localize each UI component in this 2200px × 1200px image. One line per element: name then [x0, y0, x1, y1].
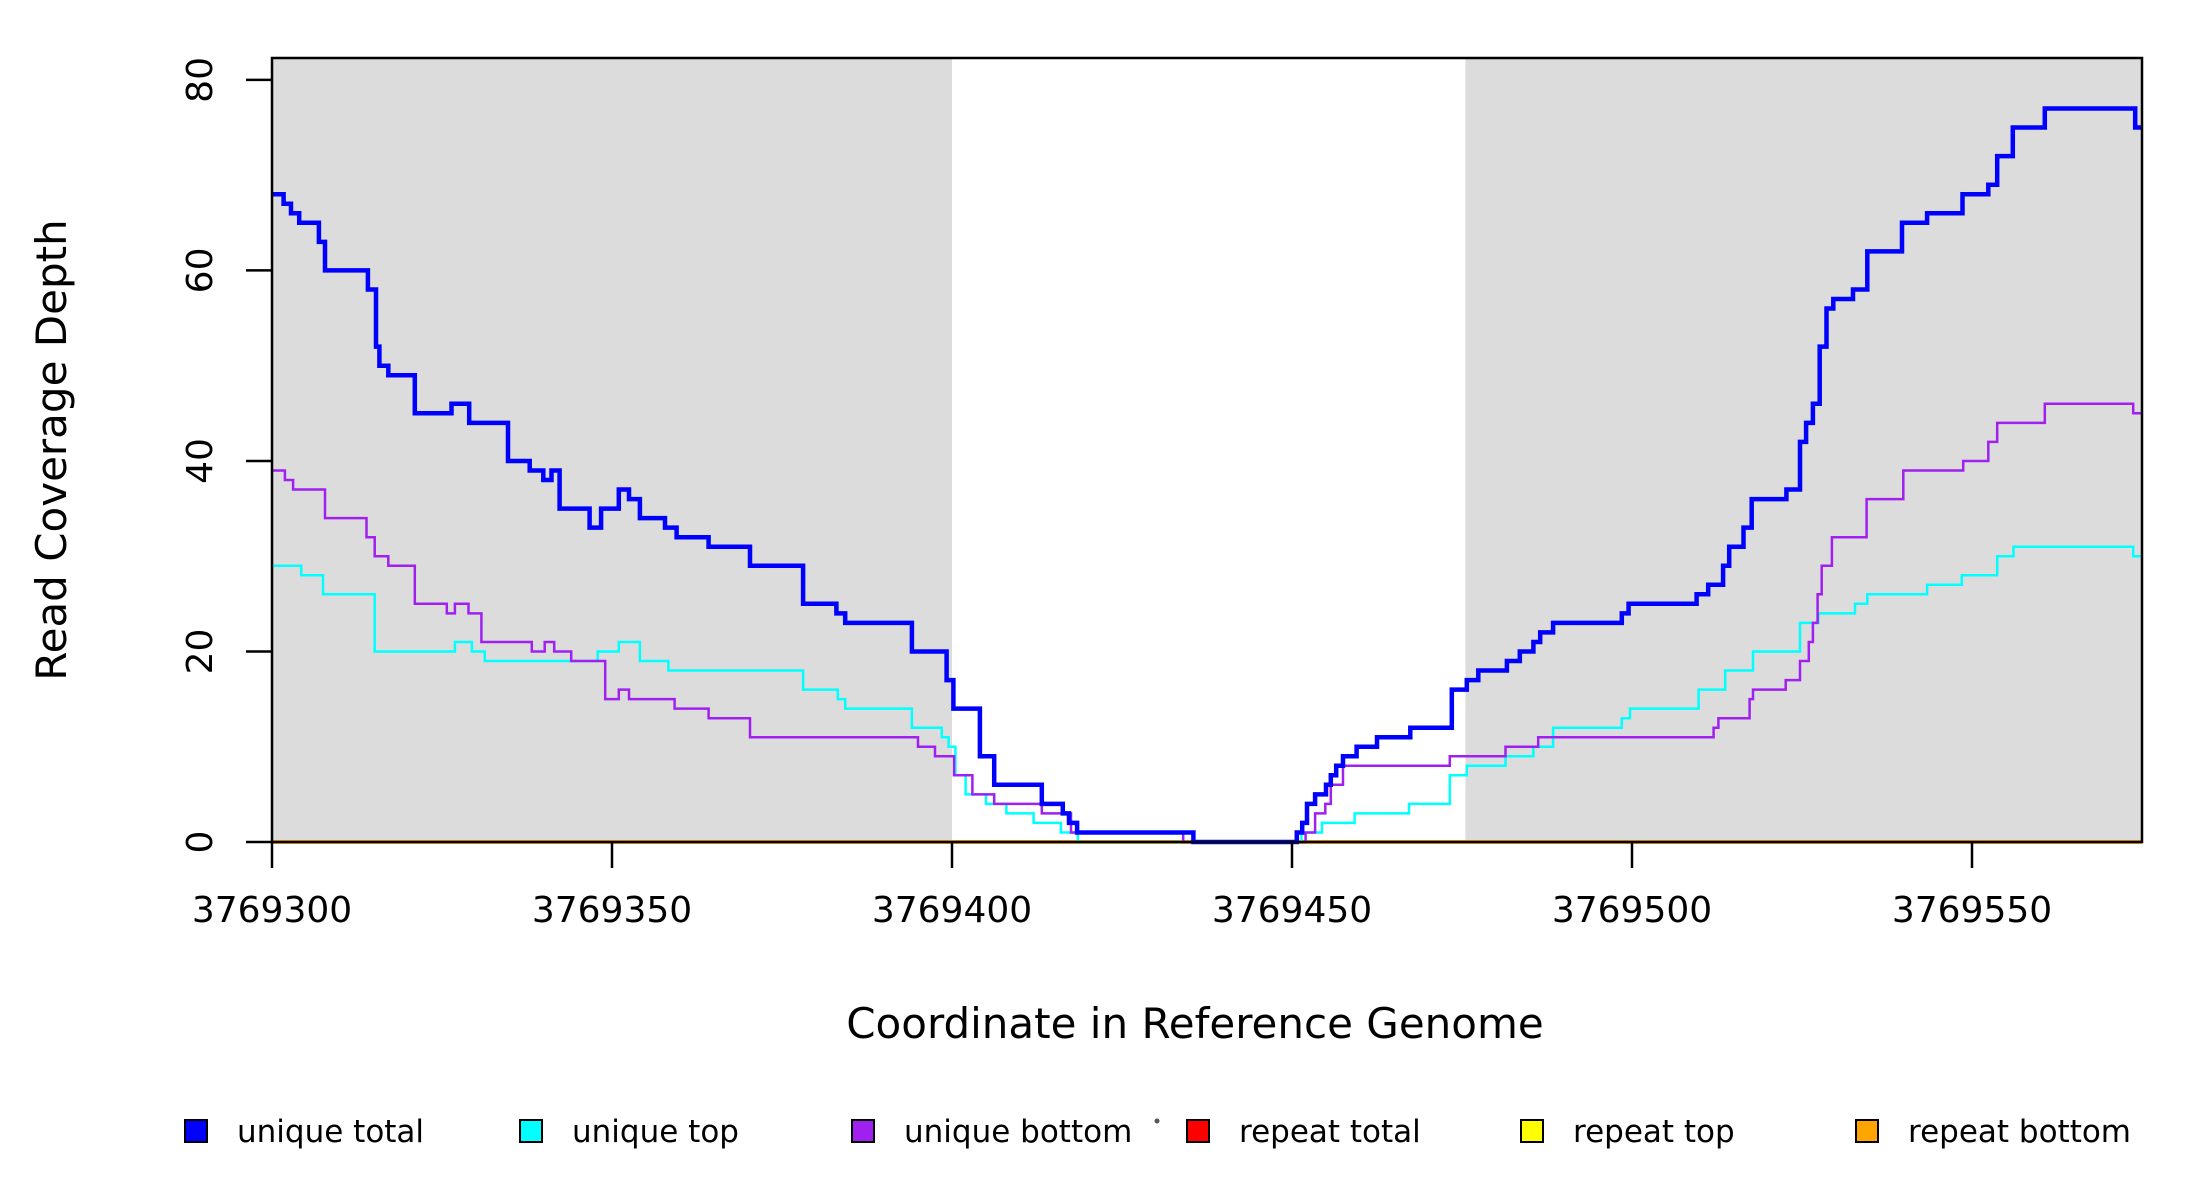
shaded-regions — [272, 58, 2142, 842]
y-tick-label: 20 — [180, 629, 221, 675]
x-tick-label: 3769450 — [1212, 890, 1372, 931]
legend-label: repeat top — [1573, 1114, 1735, 1150]
legend-swatch — [519, 1119, 543, 1143]
legend-label: repeat total — [1239, 1114, 1421, 1150]
y-tick-label: 80 — [180, 57, 221, 103]
shaded-region — [272, 58, 952, 842]
x-axis-title: Coordinate in Reference Genome — [846, 999, 1544, 1048]
legend-swatch — [1186, 1119, 1210, 1143]
legend-label: unique total — [237, 1114, 424, 1150]
x-tick-label: 3769300 — [192, 890, 352, 931]
legend-swatch — [1520, 1119, 1544, 1143]
plot-border — [270, 56, 2144, 844]
legend-item: repeat total — [1186, 1114, 1421, 1150]
legend-swatch — [1855, 1119, 1879, 1143]
series-unique-total — [272, 106, 2142, 845]
shaded-region — [1465, 58, 2142, 842]
legend-label: unique top — [572, 1114, 739, 1150]
legend-label: unique bottom — [904, 1114, 1132, 1150]
y-axis-title: Read Coverage Depth — [27, 219, 76, 680]
x-axis: 3769300 3769350 3769400 3769450 3769500 37695… — [192, 842, 2052, 931]
y-tick-label: 0 — [180, 831, 221, 854]
x-tick-label: 3769400 — [872, 890, 1032, 931]
legend-item: unique top — [519, 1114, 739, 1150]
legend-item: repeat top — [1520, 1114, 1735, 1150]
legend-separator-dot — [1154, 1118, 1160, 1124]
legend-label: repeat bottom — [1908, 1114, 2131, 1150]
legend-swatch — [184, 1119, 208, 1143]
y-tick-label: 60 — [180, 248, 221, 294]
y-tick-label: 40 — [180, 438, 221, 484]
legend-item: unique bottom — [851, 1114, 1132, 1150]
x-tick-label: 3769500 — [1552, 890, 1712, 931]
x-tick-label: 3769350 — [532, 890, 692, 931]
x-tick-label: 3769550 — [1892, 890, 2052, 931]
legend-swatch — [851, 1119, 875, 1143]
legend-item: unique total — [184, 1114, 424, 1150]
y-axis: 0 20 40 60 80 — [180, 57, 272, 853]
legend: unique total unique top unique bottom repea… — [184, 1114, 2131, 1150]
legend-item: repeat bottom — [1855, 1114, 2131, 1150]
